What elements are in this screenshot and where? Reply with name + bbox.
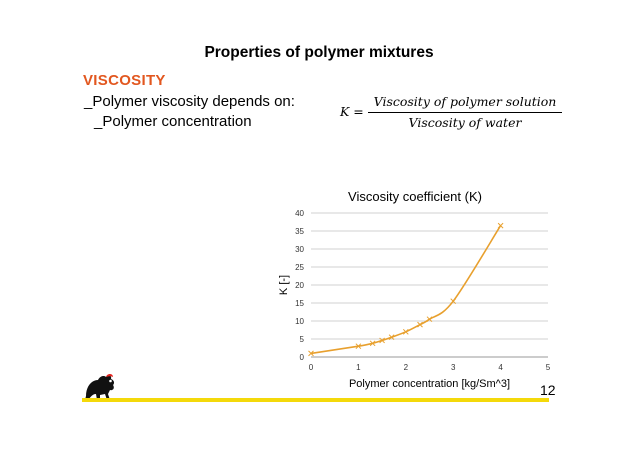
data-point (369, 340, 376, 347)
slide-title: Properties of polymer mixtures (204, 44, 434, 61)
formula-fraction: Viscosity of polymer solution Viscosity … (368, 94, 562, 130)
section-heading: VISCOSITY (83, 72, 166, 89)
y-tick-label: 20 (295, 281, 304, 290)
data-point (426, 316, 433, 323)
data-point (355, 343, 362, 350)
formula-lhs: K = (340, 104, 364, 119)
y-tick-label: 25 (295, 263, 304, 272)
y-tick-label: 40 (295, 209, 304, 218)
brand-logo-icon (80, 372, 120, 404)
data-point (388, 334, 395, 341)
y-tick-label: 10 (295, 317, 304, 326)
data-point (402, 328, 409, 335)
x-tick-label: 0 (309, 363, 314, 372)
page-number: 12 (540, 382, 556, 398)
y-tick-label: 15 (295, 299, 304, 308)
series-line (310, 225, 502, 355)
y-axis-label: K [-] (278, 275, 290, 295)
formula-denominator: Viscosity of water (408, 115, 522, 130)
x-tick-label: 1 (356, 363, 361, 372)
y-tick-label: 0 (300, 353, 305, 362)
y-tick-label: 5 (300, 335, 305, 344)
data-point (417, 321, 423, 328)
data-point (308, 350, 314, 357)
y-tick-label: 30 (295, 245, 304, 254)
chart-title: Viscosity coefficient (K) (348, 189, 482, 204)
data-point (497, 222, 504, 229)
x-tick-label: 3 (451, 363, 456, 372)
bullet-item: _Polymer viscosity depends on: (84, 93, 295, 110)
x-tick-label: 2 (404, 363, 409, 372)
x-tick-label: 5 (546, 363, 551, 372)
x-axis-label: Polymer concentration [kg/Sm^3] (349, 378, 510, 390)
y-tick-label: 35 (295, 227, 304, 236)
data-point (450, 298, 457, 305)
data-point (379, 337, 385, 344)
fraction-bar (368, 112, 562, 113)
formula-numerator: Viscosity of polymer solution (373, 94, 557, 109)
brand-bar (82, 398, 549, 402)
x-tick-label: 4 (498, 363, 503, 372)
bullet-item: _Polymer concentration (94, 113, 252, 130)
